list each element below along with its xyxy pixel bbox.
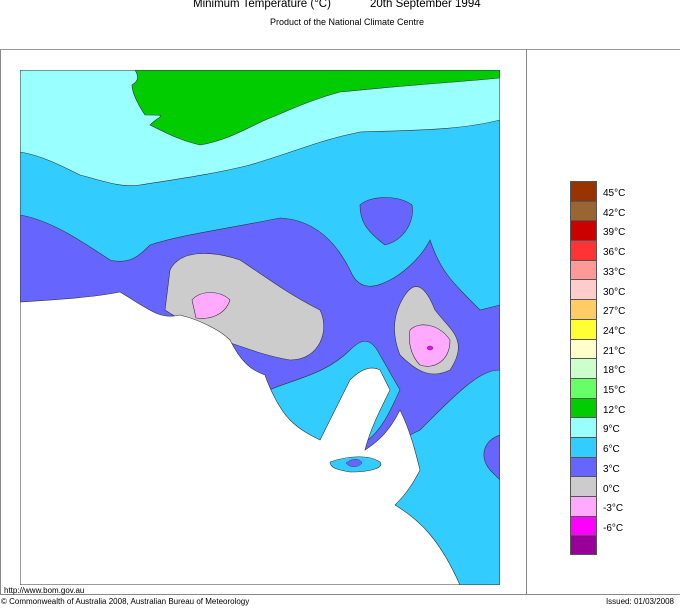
legend-label: 39°C — [603, 227, 626, 239]
copyright: © Commonwealth of Australia 2008, Austra… — [1, 597, 250, 606]
legend-label: 36°C — [603, 247, 626, 259]
legend-swatch — [570, 397, 597, 418]
legend-swatch — [570, 240, 597, 260]
legend-label: 27°C — [603, 306, 626, 318]
legend-swatch — [570, 476, 597, 496]
legend-swatch — [570, 377, 597, 398]
legend-swatch — [570, 535, 597, 556]
legend-label: 3°C — [603, 463, 620, 475]
legend-label: 12°C — [603, 404, 626, 416]
temperature-map — [20, 70, 500, 585]
legend-swatch — [570, 417, 597, 437]
zone-3-6-blob — [359, 197, 413, 246]
legend-label: 45°C — [603, 188, 626, 199]
legend-label: -6°C — [603, 522, 624, 534]
ocean — [20, 291, 461, 585]
zone-minus3-0-lofty — [409, 324, 451, 367]
legend-swatch — [570, 299, 597, 319]
zone-12-15 — [131, 70, 500, 146]
legend-label: 30°C — [603, 286, 626, 298]
frame-divider — [526, 49, 527, 595]
legend-swatch — [570, 318, 597, 339]
legend-label: 42°C — [603, 207, 626, 219]
title-variable: Minimum Temperature (°C) — [193, 0, 331, 10]
legend-swatch — [570, 181, 597, 201]
legend-swatch — [570, 200, 597, 221]
legend-label: 6°C — [603, 444, 620, 456]
legend-label: 9°C — [603, 424, 620, 436]
map-frame — [0, 49, 680, 595]
legend-swatch — [570, 259, 597, 280]
legend-swatch — [570, 279, 597, 300]
subtitle: Product of the National Climate Centre — [269, 17, 425, 27]
zone-3-6-ki — [345, 459, 363, 467]
legend-swatch — [570, 436, 597, 457]
legend-label: 21°C — [603, 345, 626, 357]
title-date: 20th September 1994 — [370, 0, 481, 10]
legend-swatch — [570, 515, 597, 536]
legend-swatch — [570, 496, 597, 516]
legend-label: 15°C — [603, 385, 626, 396]
zone-minus3-0-gawler — [191, 292, 231, 319]
legend-label: 24°C — [603, 325, 626, 337]
legend-swatch — [570, 220, 597, 241]
legend-swatch — [570, 358, 597, 378]
legend-swatch — [570, 338, 597, 359]
color-legend — [570, 181, 598, 556]
legend-label: 33°C — [603, 266, 626, 278]
legend-label: 0°C — [603, 483, 620, 495]
legend-label: -3°C — [603, 503, 624, 515]
zone-minus6-minus3 — [426, 345, 434, 351]
source-url[interactable]: http://www.bom.gov.au — [4, 586, 85, 595]
issued-date: Issued: 01/03/2008 — [605, 597, 674, 606]
map-title: Minimum Temperature (°C) 20th September … — [0, 0, 680, 16]
zone-3-6-southeast — [483, 434, 500, 481]
legend-label: 18°C — [603, 365, 626, 377]
legend-swatch — [570, 456, 597, 477]
